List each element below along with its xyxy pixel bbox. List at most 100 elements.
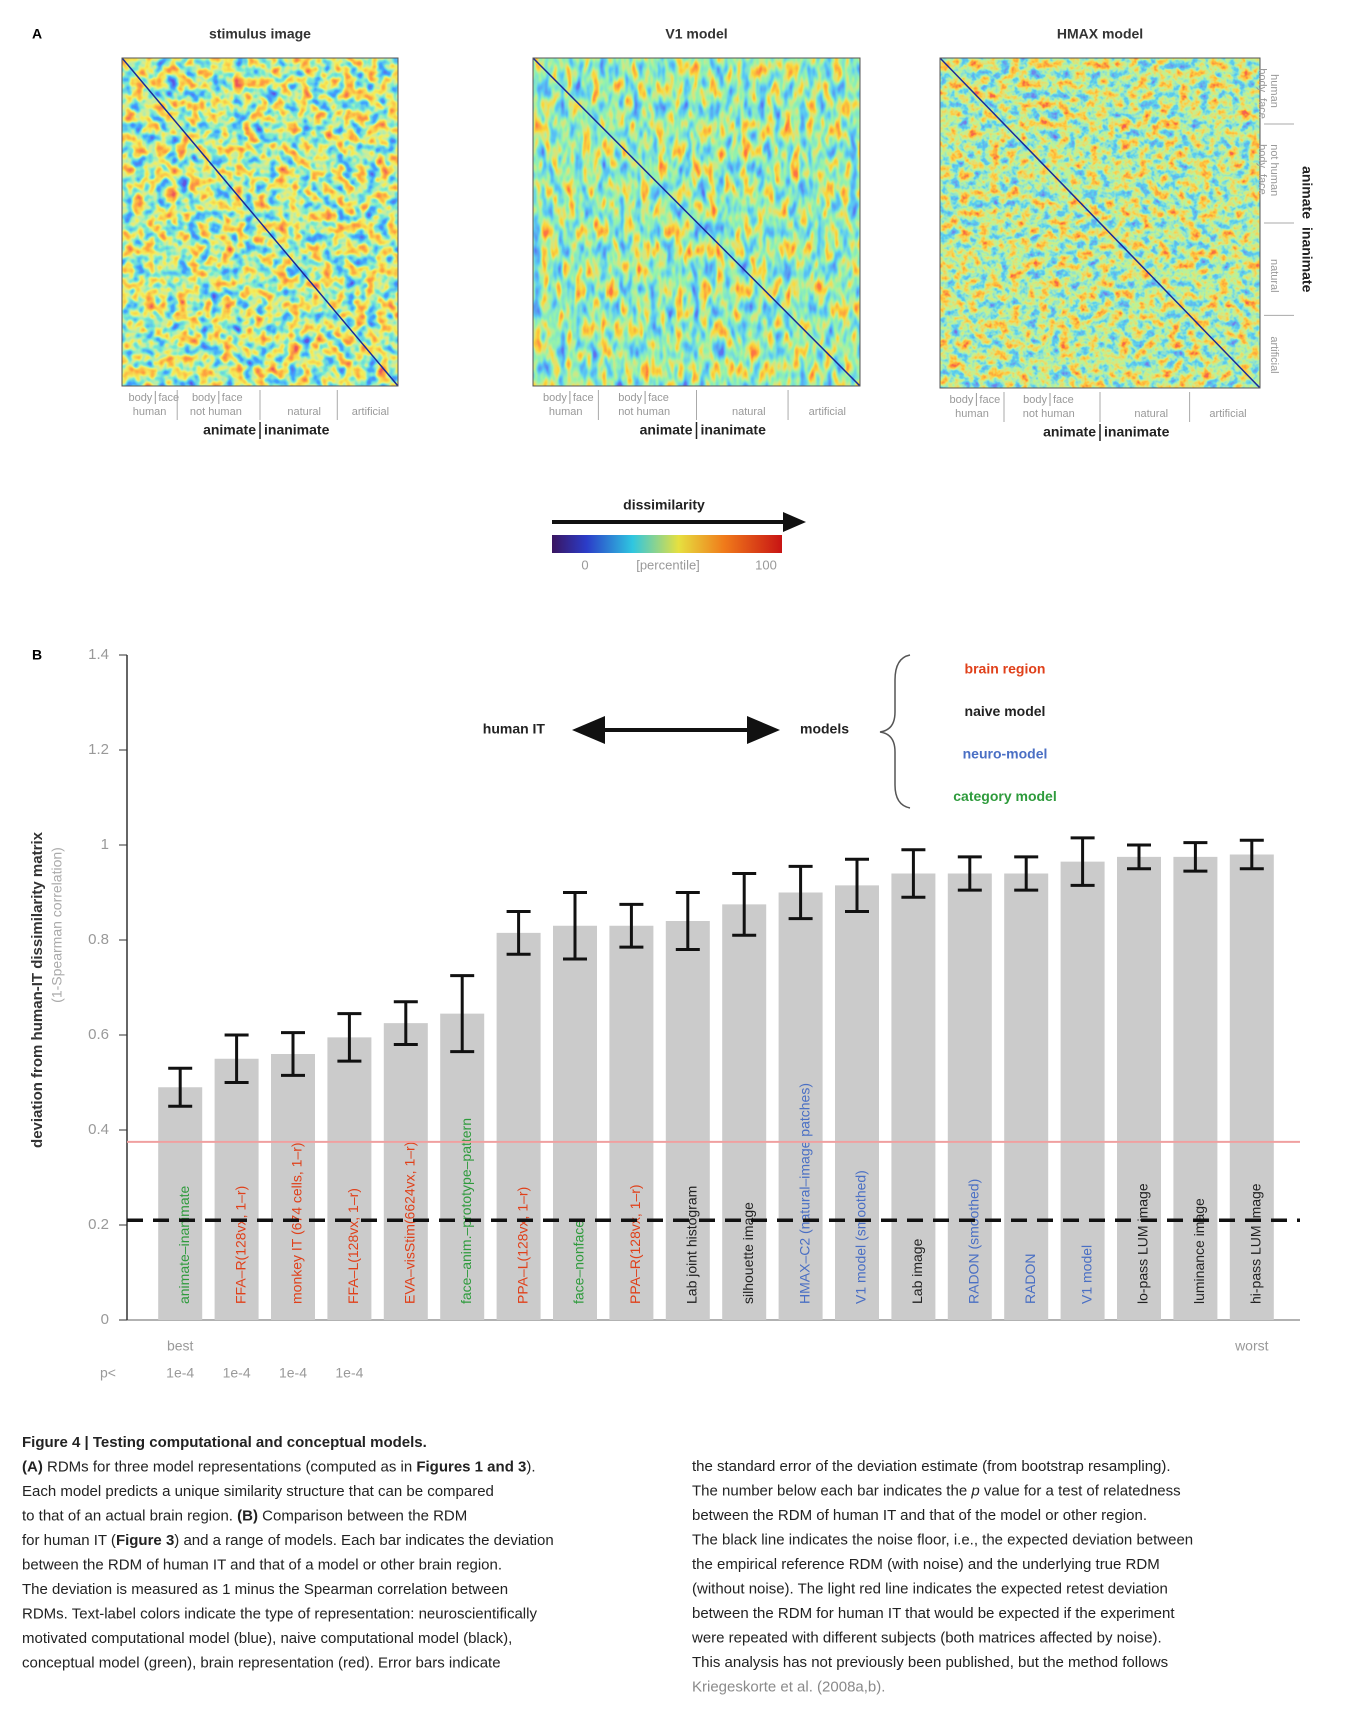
y-axis-sublabel: (1-Spearman correlation) [49, 847, 65, 1003]
category-label: natural [1268, 259, 1280, 293]
caption-run: ). [526, 1458, 535, 1475]
category-label: body [128, 392, 152, 404]
caption-line: between the RDM for human IT that would … [692, 1605, 1175, 1622]
heatmap-border [121, 57, 399, 387]
y-tick-label: 0 [101, 1311, 109, 1328]
category-label: face [573, 392, 594, 404]
direction-arrowhead [572, 716, 605, 744]
y-tick-label: 0.4 [88, 1121, 109, 1138]
bar [1173, 856, 1218, 1320]
category-label: animate [1043, 424, 1096, 440]
category-label: human [549, 406, 583, 418]
caption-line: The black line indicates the noise floor… [692, 1531, 1193, 1548]
worst-label: worst [1234, 1338, 1269, 1354]
p-value: 1e-4 [335, 1365, 363, 1381]
bar [1117, 856, 1161, 1320]
bar-label: PPA–L(128vx, 1–r) [514, 1187, 530, 1304]
caption-run: Figure 4 | Testing computational and con… [22, 1434, 427, 1451]
caption-run: RDMs. Text-label colors indicate the typ… [22, 1605, 537, 1622]
colorbar [552, 535, 782, 553]
bar [1060, 861, 1105, 1320]
colorbar-arrowhead [783, 512, 806, 532]
panel-label: B [32, 647, 42, 663]
bar-label: HMAX–C2 (natural–image patches) [796, 1083, 812, 1304]
bar-label: Lab joint histogram [684, 1186, 700, 1304]
bar [778, 892, 823, 1320]
category-label: artificial [352, 406, 389, 418]
heatmap-title: stimulus image [209, 26, 311, 42]
category-label: animate [203, 422, 256, 438]
legend-entry: naive model [965, 703, 1046, 719]
y-tick-label: 0.6 [88, 1026, 109, 1043]
category-label: not human [1268, 144, 1280, 196]
bar-label: FFA–R(128vx, 1–r) [232, 1186, 248, 1304]
caption-run: the standard error of the deviation esti… [692, 1458, 1171, 1475]
caption-line: Each model predicts a unique similarity … [22, 1483, 494, 1500]
category-label: face [1053, 394, 1074, 406]
p-value: 1e-4 [223, 1365, 251, 1381]
caption-line: between the RDM of human IT and that of … [22, 1556, 502, 1573]
category-label: body [543, 392, 567, 404]
category-label: body [1256, 68, 1268, 92]
caption-line: the empirical reference RDM (with noise)… [692, 1556, 1160, 1573]
caption-run: for human IT ( [22, 1532, 116, 1549]
direction-label: human IT [483, 721, 546, 737]
caption-run: conceptual model (green), brain represen… [22, 1654, 501, 1671]
bar-label: hi-pass LUM image [1248, 1183, 1264, 1304]
bar [722, 904, 767, 1320]
category-label: body [192, 392, 216, 404]
category-label: face [222, 392, 243, 404]
caption-line: were repeated with different subjects (b… [691, 1629, 1162, 1646]
caption-line: for human IT (Figure 3) and a range of m… [22, 1532, 554, 1549]
legend-entry: neuro-model [963, 746, 1048, 762]
bar-label: FFA–L(128vx, 1–r) [345, 1188, 361, 1304]
category-label: face [648, 392, 669, 404]
heatmap-title: V1 model [665, 26, 727, 42]
category-label: artificial [1268, 336, 1280, 373]
caption-line: (without noise). The light red line indi… [692, 1580, 1168, 1597]
legend-brace [879, 654, 911, 809]
caption-run: to that of an actual brain region. [22, 1507, 237, 1524]
bar [158, 1087, 203, 1320]
category-label: inanimate [701, 422, 767, 438]
best-label: best [167, 1338, 194, 1354]
caption-run: (A) [22, 1458, 43, 1475]
colorbar-label: 0 [581, 557, 588, 572]
caption-run: The deviation is measured as 1 minus the… [22, 1581, 508, 1598]
category-label: face [1256, 174, 1268, 195]
caption-run: were repeated with different subjects (b… [691, 1629, 1162, 1646]
caption-run: Figure 3 [116, 1532, 174, 1549]
category-label: inanimate [264, 422, 330, 438]
bar [835, 885, 879, 1320]
category-label: human [133, 406, 167, 418]
bar [271, 1054, 315, 1320]
category-label: not human [1023, 408, 1075, 420]
bar-label: V1 model (smoothed) [853, 1170, 869, 1304]
colorbar-label: [percentile] [636, 557, 700, 572]
caption-run: The number below each bar indicates the [692, 1482, 971, 1499]
bar [1229, 854, 1274, 1320]
heatmap-diagonal [532, 57, 861, 387]
category-label: body [1256, 144, 1268, 168]
caption-run: value for a test of relatedness [980, 1482, 1181, 1499]
caption-run: RDMs for three model representations (co… [43, 1458, 417, 1475]
caption-run: between the RDM for human IT that would … [692, 1605, 1175, 1622]
caption-line: conceptual model (green), brain represen… [22, 1654, 501, 1671]
bar-label: EVA–visStim(6624vx, 1–r) [402, 1142, 418, 1304]
bar-label: monkey IT (674 cells, 1–r) [289, 1142, 305, 1304]
caption-run: ) and a range of models. Each bar indica… [174, 1532, 553, 1549]
category-label: artificial [809, 406, 846, 418]
category-label: natural [732, 406, 766, 418]
caption-run: The black line indicates the noise floor… [692, 1531, 1193, 1548]
caption-line: the standard error of the deviation esti… [692, 1458, 1171, 1475]
caption-run: Kriegeskorte et al. (2008a,b). [692, 1678, 885, 1695]
bar [440, 1013, 485, 1320]
caption-run: Comparison between the RDM [258, 1507, 467, 1524]
caption-line: The deviation is measured as 1 minus the… [22, 1581, 508, 1598]
category-label: artificial [1209, 408, 1246, 420]
bar-label: V1 model [1078, 1245, 1094, 1304]
category-label: natural [1134, 408, 1168, 420]
caption-line: to that of an actual brain region. (B) C… [22, 1507, 467, 1524]
bar-label: face–anim.–prototype–pattern [458, 1118, 474, 1304]
colorbar-title: dissimilarity [623, 497, 705, 513]
